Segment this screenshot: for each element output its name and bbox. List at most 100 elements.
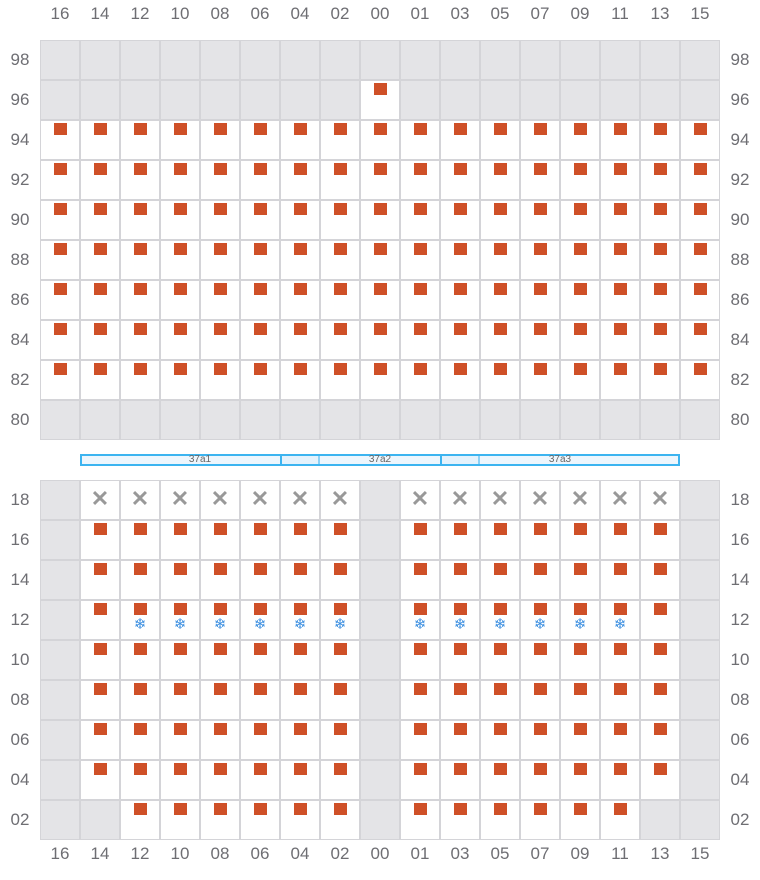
seat-cell[interactable] xyxy=(121,121,159,159)
seat-cell[interactable] xyxy=(121,241,159,279)
seat-cell[interactable] xyxy=(281,121,319,159)
seat-cell[interactable] xyxy=(281,241,319,279)
seat-cell[interactable] xyxy=(161,761,199,799)
seat-cell[interactable] xyxy=(81,161,119,199)
seat-cell[interactable] xyxy=(601,721,639,759)
seat-cell[interactable]: ✕ xyxy=(241,481,279,519)
seat-cell[interactable] xyxy=(81,641,119,679)
seat-cell[interactable] xyxy=(481,241,519,279)
seat-cell[interactable] xyxy=(561,321,599,359)
seat-cell[interactable] xyxy=(41,241,79,279)
seat-cell[interactable] xyxy=(361,241,399,279)
seat-cell[interactable] xyxy=(121,281,159,319)
seat-cell[interactable] xyxy=(81,721,119,759)
seat-cell[interactable] xyxy=(281,561,319,599)
seat-cell[interactable] xyxy=(481,281,519,319)
seat-cell[interactable] xyxy=(201,801,239,839)
seat-cell[interactable] xyxy=(241,801,279,839)
seat-cell[interactable] xyxy=(321,201,359,239)
seat-cell[interactable] xyxy=(321,561,359,599)
seat-cell[interactable] xyxy=(601,121,639,159)
seat-cell[interactable] xyxy=(41,361,79,399)
seat-cell[interactable] xyxy=(161,281,199,319)
seat-cell[interactable] xyxy=(241,201,279,239)
seat-cell[interactable] xyxy=(241,241,279,279)
seat-cell[interactable]: ❄ xyxy=(121,601,159,639)
seat-cell[interactable] xyxy=(121,521,159,559)
seat-cell[interactable] xyxy=(161,641,199,679)
seat-cell[interactable] xyxy=(41,321,79,359)
seat-cell[interactable] xyxy=(241,361,279,399)
seat-cell[interactable]: ✕ xyxy=(481,481,519,519)
seat-cell[interactable] xyxy=(241,761,279,799)
seat-cell[interactable] xyxy=(161,321,199,359)
seat-cell[interactable] xyxy=(281,321,319,359)
seat-cell[interactable] xyxy=(321,281,359,319)
seat-cell[interactable] xyxy=(281,641,319,679)
seat-cell[interactable] xyxy=(401,561,439,599)
seat-cell[interactable] xyxy=(681,281,719,319)
seat-cell[interactable] xyxy=(241,521,279,559)
seat-cell[interactable] xyxy=(121,641,159,679)
seat-cell[interactable] xyxy=(561,281,599,319)
seat-cell[interactable] xyxy=(641,561,679,599)
seat-cell[interactable] xyxy=(601,281,639,319)
seat-cell[interactable] xyxy=(201,521,239,559)
seat-cell[interactable]: ❄ xyxy=(481,601,519,639)
seat-cell[interactable] xyxy=(361,81,399,119)
seat-cell[interactable] xyxy=(281,161,319,199)
seat-cell[interactable] xyxy=(401,521,439,559)
seat-cell[interactable] xyxy=(201,241,239,279)
seat-cell[interactable] xyxy=(401,721,439,759)
seat-cell[interactable] xyxy=(681,241,719,279)
seat-cell[interactable]: ✕ xyxy=(521,481,559,519)
seat-cell[interactable] xyxy=(521,281,559,319)
seat-cell[interactable] xyxy=(441,161,479,199)
seat-cell[interactable] xyxy=(561,521,599,559)
seat-cell[interactable] xyxy=(161,361,199,399)
seat-cell[interactable] xyxy=(481,801,519,839)
seat-cell[interactable] xyxy=(481,681,519,719)
seat-cell[interactable] xyxy=(121,321,159,359)
seat-cell[interactable] xyxy=(641,361,679,399)
seat-cell[interactable] xyxy=(481,121,519,159)
seat-cell[interactable] xyxy=(561,641,599,679)
seat-cell[interactable] xyxy=(201,361,239,399)
seat-cell[interactable] xyxy=(601,641,639,679)
seat-cell[interactable] xyxy=(161,801,199,839)
seat-cell[interactable] xyxy=(401,121,439,159)
seat-cell[interactable] xyxy=(281,361,319,399)
seat-cell[interactable] xyxy=(281,761,319,799)
seat-cell[interactable] xyxy=(401,281,439,319)
seat-cell[interactable] xyxy=(641,121,679,159)
seat-cell[interactable] xyxy=(241,561,279,599)
seat-cell[interactable] xyxy=(441,561,479,599)
seat-cell[interactable] xyxy=(601,361,639,399)
seat-cell[interactable] xyxy=(561,121,599,159)
seat-cell[interactable] xyxy=(161,201,199,239)
seat-cell[interactable] xyxy=(481,521,519,559)
seat-cell[interactable] xyxy=(321,321,359,359)
seat-cell[interactable] xyxy=(441,121,479,159)
seat-cell[interactable] xyxy=(401,321,439,359)
seat-cell[interactable] xyxy=(641,641,679,679)
seat-cell[interactable]: ✕ xyxy=(321,481,359,519)
seat-cell[interactable] xyxy=(281,721,319,759)
seat-cell[interactable] xyxy=(161,721,199,759)
seat-cell[interactable] xyxy=(601,321,639,359)
seat-cell[interactable] xyxy=(521,121,559,159)
seat-cell[interactable] xyxy=(361,201,399,239)
seat-cell[interactable]: ❄ xyxy=(161,601,199,639)
seat-cell[interactable] xyxy=(441,801,479,839)
seat-cell[interactable] xyxy=(561,561,599,599)
seat-cell[interactable] xyxy=(121,721,159,759)
seat-cell[interactable]: ✕ xyxy=(401,481,439,519)
seat-cell[interactable]: ❄ xyxy=(241,601,279,639)
seat-cell[interactable] xyxy=(81,761,119,799)
seat-cell[interactable]: ❄ xyxy=(281,601,319,639)
seat-cell[interactable] xyxy=(601,241,639,279)
seat-cell[interactable] xyxy=(161,241,199,279)
seat-cell[interactable] xyxy=(561,361,599,399)
seat-cell[interactable] xyxy=(401,641,439,679)
seat-cell[interactable]: ❄ xyxy=(441,601,479,639)
